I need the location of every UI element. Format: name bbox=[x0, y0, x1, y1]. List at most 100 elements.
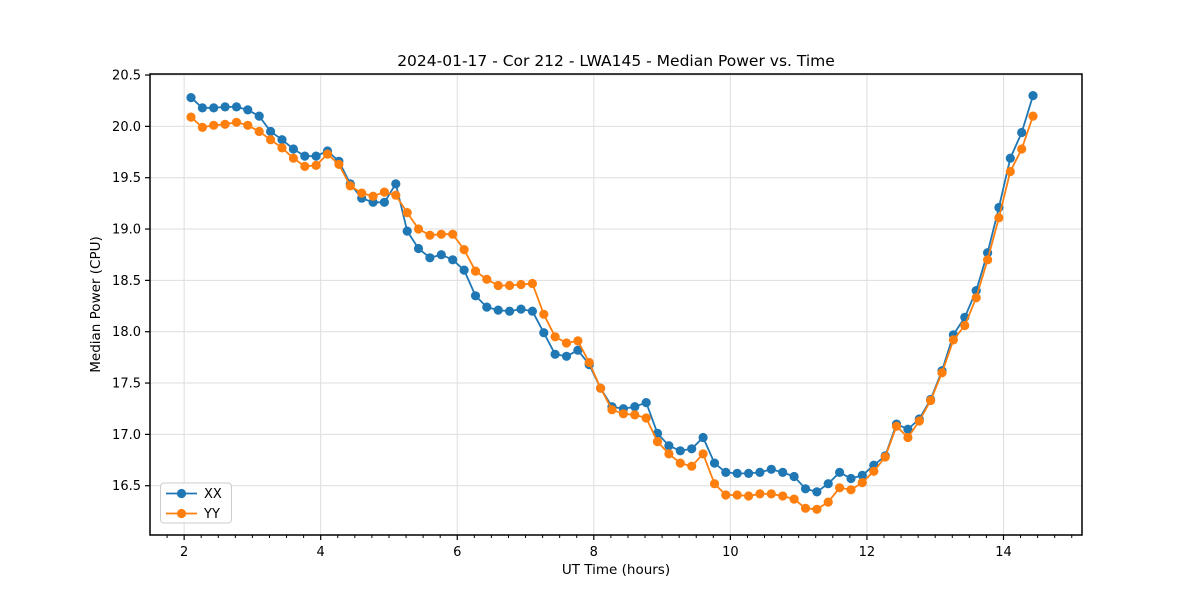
data-point-XX bbox=[721, 467, 731, 477]
data-point-XX bbox=[835, 467, 845, 477]
data-point-YY bbox=[391, 190, 401, 200]
legend: XX YY bbox=[160, 482, 232, 524]
data-point-YY bbox=[971, 293, 981, 303]
data-point-XX bbox=[812, 487, 822, 497]
data-point-YY bbox=[379, 187, 389, 197]
data-point-XX bbox=[220, 102, 230, 112]
data-point-XX bbox=[482, 302, 492, 312]
data-point-XX bbox=[698, 432, 708, 443]
data-point-XX bbox=[505, 306, 515, 316]
data-point-XX bbox=[732, 468, 742, 478]
data-point-XX bbox=[1017, 127, 1027, 138]
data-point-XX bbox=[573, 345, 583, 355]
data-point-XX bbox=[300, 151, 310, 161]
data-point-YY bbox=[243, 120, 253, 130]
data-point-YY bbox=[505, 280, 515, 291]
data-point-YY bbox=[493, 280, 503, 291]
data-point-YY bbox=[288, 153, 298, 163]
plot-area-border bbox=[149, 73, 1083, 536]
data-point-YY bbox=[630, 410, 640, 420]
data-point-YY bbox=[891, 421, 902, 431]
data-point-XX bbox=[778, 467, 788, 477]
data-point-YY bbox=[880, 452, 890, 462]
y-tick-label: 17.5 bbox=[112, 377, 141, 392]
data-point-YY bbox=[231, 117, 242, 127]
data-point-XX bbox=[436, 250, 446, 260]
data-point-XX bbox=[470, 291, 481, 301]
data-point-YY bbox=[459, 245, 469, 255]
y-tick-label: 18.5 bbox=[112, 274, 141, 289]
axis-tick-labels: 2 4 6 8 10 12 14 16.5 17.0 17.5 18.0 18.5 19.0 19.5 20… bbox=[112, 69, 1012, 560]
data-point-XX bbox=[186, 93, 196, 103]
data-point-YY bbox=[823, 497, 833, 507]
data-point-YY bbox=[277, 143, 287, 153]
data-point-YY bbox=[186, 112, 196, 122]
data-point-YY bbox=[266, 135, 276, 145]
data-point-YY bbox=[425, 230, 435, 240]
data-point-XX bbox=[539, 328, 549, 338]
data-point-YY bbox=[937, 368, 947, 378]
data-point-YY bbox=[357, 188, 367, 198]
x-axis-label: UT Time (hours) bbox=[562, 562, 670, 578]
data-point-XX bbox=[846, 473, 856, 484]
data-point-YY bbox=[800, 503, 811, 513]
y-tick-label: 19.5 bbox=[112, 171, 141, 186]
data-point-XX bbox=[550, 349, 560, 359]
data-point-YY bbox=[983, 255, 993, 265]
data-point-YY bbox=[436, 229, 446, 239]
data-point-XX bbox=[687, 444, 697, 454]
legend-label-YY: YY bbox=[203, 507, 220, 522]
data-point-YY bbox=[926, 395, 936, 406]
data-point-XX bbox=[266, 126, 276, 137]
data-point-YY bbox=[482, 274, 492, 284]
y-axis-label: Median Power (CPU) bbox=[88, 236, 104, 372]
data-point-YY bbox=[778, 491, 788, 501]
y-tick-label: 20.0 bbox=[112, 120, 141, 135]
data-point-XX bbox=[789, 471, 799, 482]
y-tick-label: 18.0 bbox=[112, 325, 141, 340]
data-point-YY bbox=[402, 208, 412, 218]
data-point-XX bbox=[448, 255, 458, 265]
x-tick-label: 8 bbox=[590, 545, 598, 560]
data-point-YY bbox=[368, 191, 378, 201]
data-point-YY bbox=[561, 338, 572, 348]
data-point-YY bbox=[846, 485, 856, 495]
x-tick-label: 12 bbox=[859, 545, 876, 560]
legend-marker-XX bbox=[176, 488, 187, 499]
data-point-XX bbox=[288, 144, 298, 154]
data-series bbox=[186, 91, 1038, 514]
data-point-YY bbox=[345, 181, 355, 191]
data-point-YY bbox=[687, 461, 697, 471]
data-point-YY bbox=[516, 279, 526, 290]
y-tick-label: 20.5 bbox=[112, 69, 141, 84]
data-point-YY bbox=[1005, 166, 1015, 177]
x-tick-label: 6 bbox=[453, 545, 461, 560]
data-point-YY bbox=[334, 159, 344, 169]
data-point-YY bbox=[744, 491, 754, 501]
data-point-YY bbox=[584, 357, 594, 368]
data-point-YY bbox=[960, 320, 970, 331]
data-point-YY bbox=[1028, 111, 1038, 121]
data-point-YY bbox=[413, 224, 424, 234]
legend-marker-YY bbox=[176, 508, 187, 519]
data-point-YY bbox=[470, 266, 481, 276]
data-point-YY bbox=[607, 405, 617, 415]
data-point-YY bbox=[903, 432, 913, 443]
data-point-YY bbox=[698, 449, 708, 459]
data-point-XX bbox=[402, 226, 412, 236]
data-point-YY bbox=[675, 458, 685, 468]
data-point-XX bbox=[800, 484, 811, 494]
data-point-YY bbox=[721, 490, 731, 500]
data-point-YY bbox=[197, 122, 207, 132]
data-point-YY bbox=[948, 335, 959, 345]
x-tick-label: 14 bbox=[995, 545, 1012, 560]
data-point-XX bbox=[231, 102, 242, 112]
data-point-XX bbox=[709, 458, 720, 468]
data-point-XX bbox=[664, 441, 674, 451]
data-point-XX bbox=[903, 424, 913, 434]
data-point-YY bbox=[766, 489, 776, 499]
data-point-XX bbox=[425, 253, 435, 263]
data-point-YY bbox=[755, 489, 765, 499]
data-point-YY bbox=[1017, 144, 1027, 154]
